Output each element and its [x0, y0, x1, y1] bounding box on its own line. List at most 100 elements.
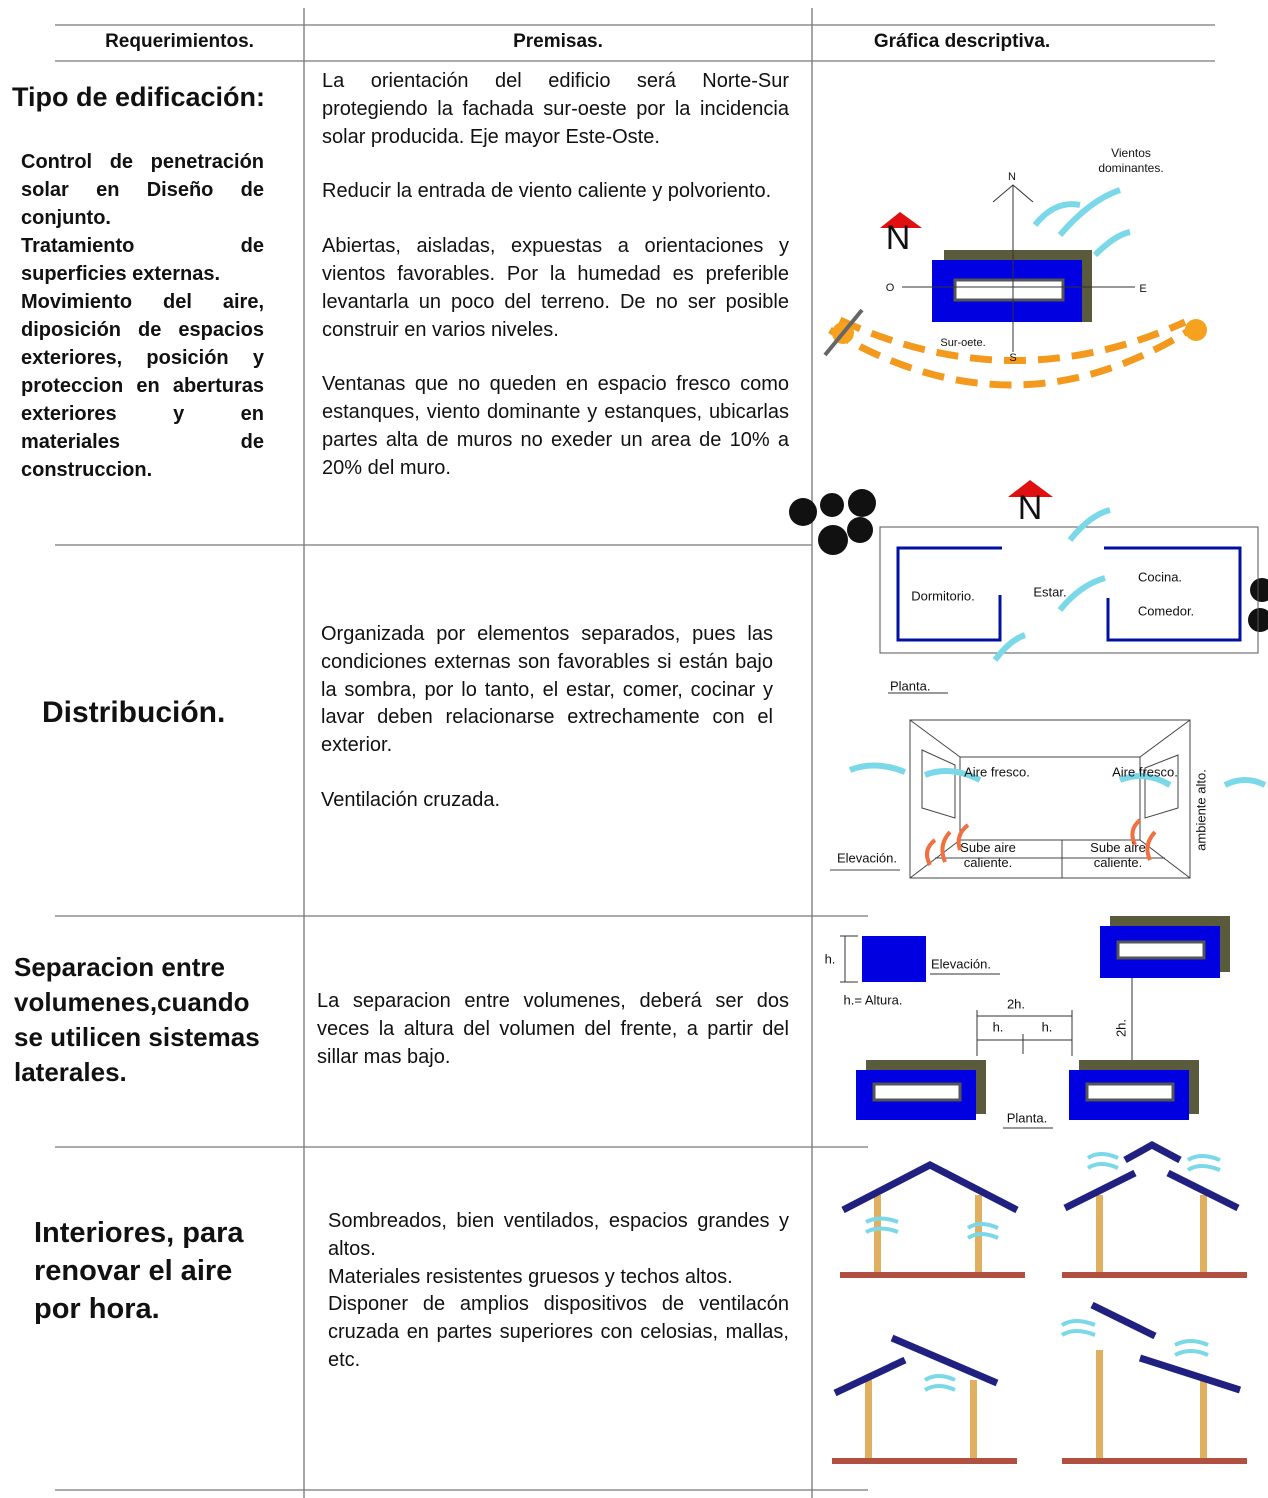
premise: Reducir la entrada de viento caliente y … — [322, 180, 772, 203]
back-wall — [959, 756, 1141, 841]
wind-stroke — [923, 768, 982, 783]
roof — [1138, 1354, 1242, 1394]
air-label: Aire fresco. — [1112, 764, 1178, 779]
volume — [862, 936, 926, 982]
room-label: Dormitorio. — [911, 588, 975, 603]
table-lines — [55, 8, 1215, 1498]
premise: Ventanas que no queden en espacio fresco… — [322, 373, 789, 479]
house — [832, 1334, 1017, 1464]
wind-stroke — [923, 1384, 956, 1392]
wind-stroke — [1032, 201, 1081, 227]
column-header: Requerimientos. — [105, 31, 254, 52]
floor — [1062, 1458, 1247, 1464]
room-label: Comedor. — [1138, 603, 1194, 618]
premises: Sombreados, bien ventilados, espacios gr… — [328, 1208, 789, 1375]
wind-stroke — [1086, 1152, 1119, 1160]
detail: Control de penetración solar en Diseño d… — [21, 151, 264, 229]
premises: Organizada por elementos separados, pues… — [321, 621, 773, 842]
premise: La orientación del edificio será Norte-S… — [322, 70, 789, 148]
wind-stroke — [1086, 1162, 1119, 1170]
wind-stroke — [923, 1374, 956, 1382]
premises: La separacion entre volumenes, deberá se… — [317, 988, 789, 1098]
wind — [865, 1152, 1221, 1392]
roof — [890, 1334, 999, 1387]
roof — [1063, 1169, 1137, 1212]
tree — [1250, 578, 1268, 602]
column-header: Premisas. — [513, 31, 603, 52]
wind-stroke — [1118, 773, 1172, 788]
cardinal: S — [1009, 352, 1016, 364]
room — [909, 719, 1191, 879]
heat-label: Sube aire caliente. — [960, 840, 1016, 870]
wind-stroke — [1186, 1164, 1221, 1172]
tree — [847, 517, 873, 543]
roof — [1090, 1301, 1157, 1340]
roof — [841, 1161, 1019, 1214]
premise: Ventilación cruzada. — [321, 788, 501, 811]
buildings — [856, 916, 1230, 1120]
roof — [833, 1356, 907, 1397]
cardinal: N — [1008, 171, 1016, 183]
north-sign: N — [1018, 489, 1043, 527]
tree — [818, 525, 848, 555]
wind-stroke — [966, 1222, 999, 1230]
wind-stroke — [1223, 777, 1267, 788]
post — [970, 1380, 977, 1458]
edge — [909, 719, 961, 758]
wind-stroke — [1067, 507, 1111, 542]
winds-label: Vientos dominantes. — [1098, 146, 1164, 175]
dim-label: h. — [993, 1019, 1004, 1034]
room-label: Estar. — [1033, 584, 1066, 599]
wind — [992, 507, 1111, 662]
sun-path — [828, 326, 1192, 389]
lot — [879, 526, 1259, 654]
floor — [840, 1272, 1025, 1278]
requirement-details: Control de penetración solar en Diseño d… — [21, 148, 264, 484]
plan-diagram: N Dormitorio. Estar. Cocina. Comedor. Pl… — [789, 480, 1268, 694]
window — [1116, 940, 1206, 960]
wind-stroke — [1174, 1339, 1209, 1347]
wind-stroke — [1186, 1154, 1221, 1162]
heat — [924, 818, 1157, 866]
heat-stroke — [1145, 830, 1157, 861]
premises: La orientación del edificio será Norte-S… — [322, 68, 789, 510]
dim-label: h. — [825, 951, 836, 966]
column-header: Gráfica descriptiva. — [873, 31, 1051, 52]
caption: Elevación. — [931, 956, 991, 971]
sun-path — [838, 316, 1187, 364]
houses — [832, 1141, 1247, 1464]
post — [874, 1195, 881, 1272]
room-label: Cocina. — [1138, 569, 1182, 584]
heat-stroke — [956, 823, 970, 851]
post — [1200, 1195, 1207, 1272]
premise: Abiertas, aisladas, expuestas a orientac… — [322, 235, 789, 341]
premise: Sombreados, bien ventilados, espacios gr… — [328, 1210, 789, 1260]
separation-diagram — [840, 916, 1230, 1129]
wall — [1104, 546, 1242, 642]
caption: Elevación. — [837, 850, 897, 865]
wind-stroke — [1057, 575, 1106, 612]
cardinal: O — [886, 282, 895, 294]
premise: Materiales resistentes gruesos y techos … — [328, 1265, 733, 1288]
tree — [820, 493, 844, 517]
shade — [823, 308, 864, 357]
wind-stroke — [865, 1226, 899, 1234]
wind — [1032, 187, 1131, 258]
requirement: Distribución. — [42, 696, 226, 729]
edge — [909, 839, 961, 879]
detail: Movimiento del aire, diposición de espac… — [21, 291, 264, 481]
cardinal: E — [1139, 283, 1146, 295]
heat-label: Sube aire caliente. — [1090, 840, 1146, 870]
wind — [848, 762, 1267, 788]
caption: Planta. — [1007, 1110, 1047, 1125]
post — [1096, 1350, 1103, 1458]
roof — [1123, 1141, 1182, 1164]
sun — [1185, 319, 1207, 341]
north-roof — [880, 212, 922, 228]
wall — [896, 546, 1002, 642]
tree — [789, 498, 817, 526]
post — [1096, 1195, 1103, 1272]
wind-stroke — [1057, 187, 1122, 237]
